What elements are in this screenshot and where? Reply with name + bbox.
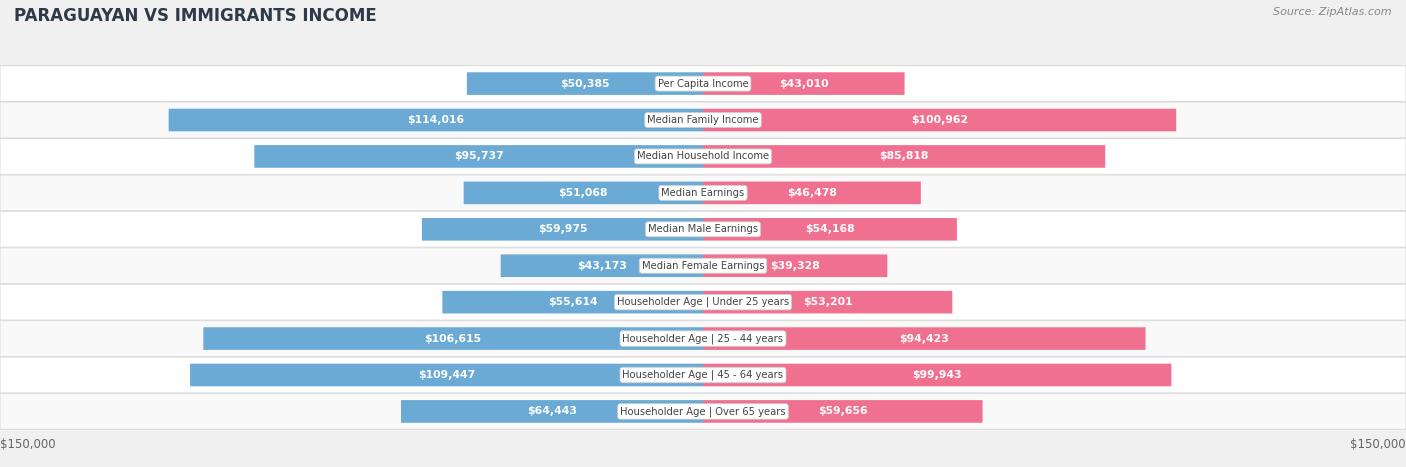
FancyBboxPatch shape: [0, 175, 1406, 211]
FancyBboxPatch shape: [464, 182, 703, 204]
Text: $51,068: $51,068: [558, 188, 607, 198]
FancyBboxPatch shape: [703, 72, 904, 95]
Text: Householder Age | 45 - 64 years: Householder Age | 45 - 64 years: [623, 370, 783, 380]
Text: $150,000: $150,000: [1350, 438, 1406, 451]
FancyBboxPatch shape: [703, 400, 983, 423]
Text: $109,447: $109,447: [418, 370, 475, 380]
FancyBboxPatch shape: [0, 284, 1406, 320]
FancyBboxPatch shape: [443, 291, 703, 313]
FancyBboxPatch shape: [0, 248, 1406, 283]
Text: Source: ZipAtlas.com: Source: ZipAtlas.com: [1274, 7, 1392, 17]
Text: Median Family Income: Median Family Income: [647, 115, 759, 125]
FancyBboxPatch shape: [467, 72, 703, 95]
Text: $59,656: $59,656: [818, 406, 868, 417]
Text: Median Female Earnings: Median Female Earnings: [641, 261, 765, 271]
Text: $100,962: $100,962: [911, 115, 969, 125]
FancyBboxPatch shape: [0, 212, 1406, 247]
Text: $43,010: $43,010: [779, 78, 828, 89]
FancyBboxPatch shape: [401, 400, 703, 423]
FancyBboxPatch shape: [703, 145, 1105, 168]
Text: $99,943: $99,943: [912, 370, 962, 380]
Text: $114,016: $114,016: [408, 115, 464, 125]
FancyBboxPatch shape: [0, 66, 1406, 101]
Text: $85,818: $85,818: [879, 151, 929, 162]
Text: Median Household Income: Median Household Income: [637, 151, 769, 162]
Text: PARAGUAYAN VS IMMIGRANTS INCOME: PARAGUAYAN VS IMMIGRANTS INCOME: [14, 7, 377, 25]
Text: Median Male Earnings: Median Male Earnings: [648, 224, 758, 234]
FancyBboxPatch shape: [0, 102, 1406, 138]
Text: Householder Age | 25 - 44 years: Householder Age | 25 - 44 years: [623, 333, 783, 344]
FancyBboxPatch shape: [703, 364, 1171, 386]
Text: Householder Age | Under 25 years: Householder Age | Under 25 years: [617, 297, 789, 307]
FancyBboxPatch shape: [190, 364, 703, 386]
Text: $94,423: $94,423: [900, 333, 949, 344]
FancyBboxPatch shape: [703, 255, 887, 277]
Text: $64,443: $64,443: [527, 406, 576, 417]
FancyBboxPatch shape: [0, 394, 1406, 429]
FancyBboxPatch shape: [703, 291, 952, 313]
Text: Per Capita Income: Per Capita Income: [658, 78, 748, 89]
FancyBboxPatch shape: [422, 218, 703, 241]
Text: $53,201: $53,201: [803, 297, 852, 307]
FancyBboxPatch shape: [254, 145, 703, 168]
Text: $43,173: $43,173: [576, 261, 627, 271]
FancyBboxPatch shape: [0, 357, 1406, 393]
Text: $106,615: $106,615: [425, 333, 482, 344]
Text: $55,614: $55,614: [548, 297, 598, 307]
Text: $39,328: $39,328: [770, 261, 820, 271]
FancyBboxPatch shape: [501, 255, 703, 277]
Text: Householder Age | Over 65 years: Householder Age | Over 65 years: [620, 406, 786, 417]
Text: $95,737: $95,737: [454, 151, 503, 162]
FancyBboxPatch shape: [0, 139, 1406, 174]
FancyBboxPatch shape: [169, 109, 703, 131]
Text: $54,168: $54,168: [806, 224, 855, 234]
Text: $150,000: $150,000: [0, 438, 56, 451]
FancyBboxPatch shape: [0, 321, 1406, 356]
Text: $59,975: $59,975: [537, 224, 588, 234]
FancyBboxPatch shape: [703, 109, 1177, 131]
FancyBboxPatch shape: [204, 327, 703, 350]
FancyBboxPatch shape: [703, 327, 1146, 350]
FancyBboxPatch shape: [703, 182, 921, 204]
FancyBboxPatch shape: [703, 218, 957, 241]
Text: $46,478: $46,478: [787, 188, 837, 198]
Text: Median Earnings: Median Earnings: [661, 188, 745, 198]
Text: $50,385: $50,385: [560, 78, 610, 89]
